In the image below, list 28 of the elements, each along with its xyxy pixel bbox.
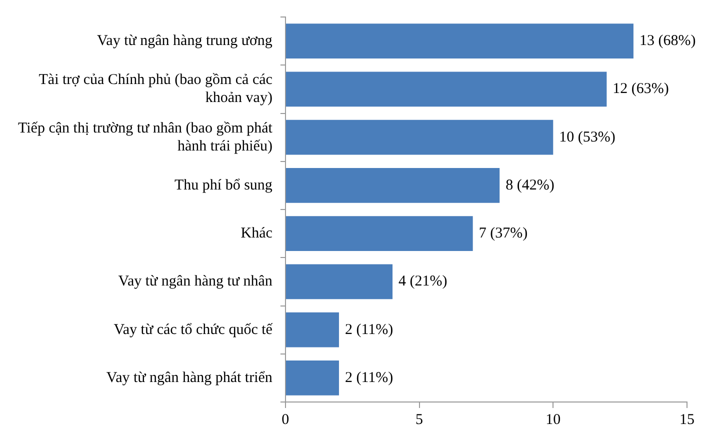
x-tick-label: 0 xyxy=(282,412,290,428)
x-tick-label: 5 xyxy=(416,412,424,428)
bar xyxy=(286,168,500,203)
bar xyxy=(286,360,339,396)
y-tick-label: Vay từ ngân hàng trung ương xyxy=(97,33,273,49)
data-label: 8 (42%) xyxy=(506,177,554,194)
bar xyxy=(286,24,634,58)
bar xyxy=(286,312,339,348)
bar xyxy=(286,120,554,155)
bar xyxy=(286,264,393,300)
y-tick-label: Khác xyxy=(240,226,273,242)
x-tick-label: 15 xyxy=(680,412,694,428)
data-label: 7 (37%) xyxy=(478,226,528,242)
data-label: 2 (11%) xyxy=(344,370,394,386)
data-label: 13 (68%) xyxy=(639,33,696,49)
y-tick-label: Tiếp cận thị trường tư nhân (bao gồm phát hành trái phiếu) xyxy=(18,120,274,154)
x-tick-label: 10 xyxy=(546,412,561,428)
bar xyxy=(286,216,473,251)
y-tick-label: Tài trợ của Chính phủ (bao gồm cả các khoản vay) xyxy=(38,72,273,106)
y-tick-label: Vay từ ngân hàng tư nhân xyxy=(118,274,273,290)
data-label: 10 (53%) xyxy=(559,129,616,146)
data-label: 4 (21%) xyxy=(398,274,448,290)
data-label: 2 (11%) xyxy=(344,322,394,338)
y-tick-label: Vay từ ngân hàng phát triển xyxy=(106,370,273,386)
bar xyxy=(286,72,607,107)
y-tick-label: Thu phí bổ sung xyxy=(174,177,273,194)
data-label: 12 (63%) xyxy=(612,81,669,98)
y-tick-label: Vay từ các tổ chức quốc tế xyxy=(114,322,273,338)
